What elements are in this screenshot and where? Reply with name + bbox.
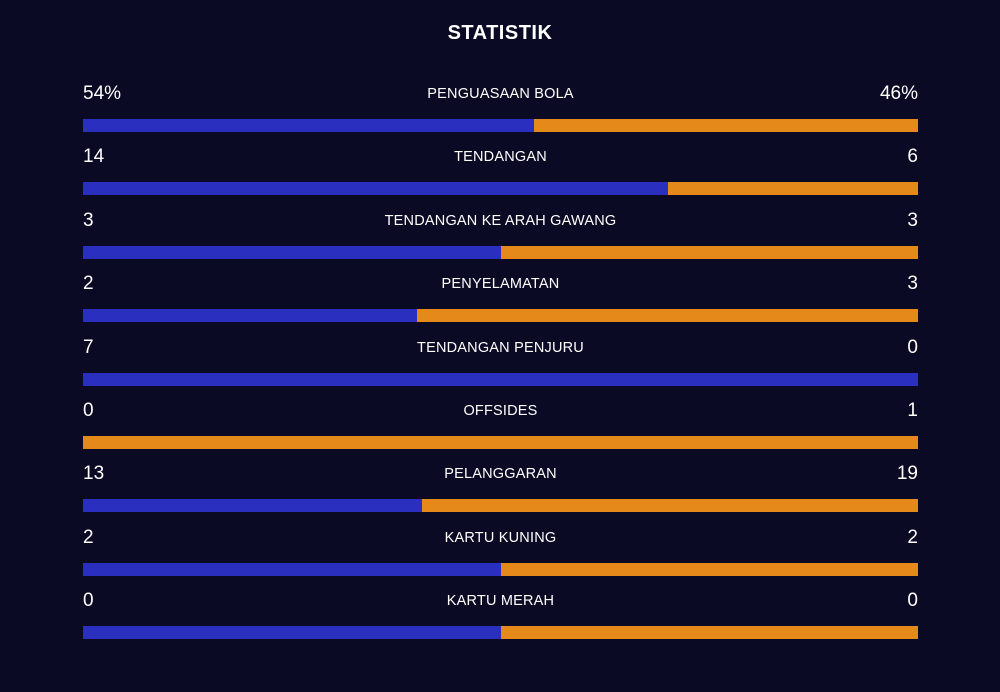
stat-bar — [83, 626, 918, 640]
stat-header: 14 TENDANGAN 6 — [83, 143, 918, 171]
away-bar-fill — [500, 245, 918, 259]
away-bar-fill — [83, 435, 918, 449]
away-value: 19 — [896, 463, 918, 485]
stat-bar — [83, 562, 918, 576]
stat-bar — [83, 499, 918, 513]
away-value: 3 — [907, 273, 918, 295]
stat-header: 2 KARTU KUNING 2 — [83, 524, 918, 552]
home-bar-fill — [83, 499, 423, 513]
stat-label: PENYELAMATAN — [441, 276, 560, 293]
stat-row: 3 TENDANGAN KE ARAH GAWANG 3 — [83, 207, 918, 270]
home-value: 13 — [83, 463, 105, 485]
home-bar-fill — [83, 245, 501, 259]
stat-row: 0 KARTU MERAH 0 — [83, 587, 918, 650]
stat-label: KARTU MERAH — [446, 593, 555, 610]
home-value: 0 — [83, 590, 94, 612]
away-bar-fill — [500, 626, 918, 640]
stat-label: TENDANGAN KE ARAH GAWANG — [384, 212, 617, 229]
home-bar-fill — [83, 182, 668, 196]
stat-label: PENGUASAAN BOLA — [427, 86, 574, 102]
away-value: 3 — [907, 209, 918, 231]
home-value: 2 — [83, 273, 94, 295]
home-value: 14 — [83, 146, 105, 168]
stat-label: OFFSIDES — [463, 402, 538, 419]
away-bar-fill — [667, 182, 918, 196]
stat-row: 2 KARTU KUNING 2 — [83, 524, 918, 587]
stat-header: 2 PENYELAMATAN 3 — [83, 270, 918, 298]
stat-bar — [83, 435, 918, 449]
stat-header: 13 PELANGGARAN 19 — [83, 460, 918, 488]
stat-row: 13 PELANGGARAN 19 — [83, 460, 918, 523]
stat-header: 7 TENDANGAN PENJURU 0 — [83, 334, 918, 362]
stat-header: 0 KARTU MERAH 0 — [83, 587, 918, 615]
home-value: 3 — [83, 209, 94, 231]
away-value: 1 — [907, 399, 918, 421]
stat-row: 2 PENYELAMATAN 3 — [83, 270, 918, 333]
stat-row: 7 TENDANGAN PENJURU 0 — [83, 334, 918, 397]
home-bar-fill — [83, 626, 501, 640]
away-value: 0 — [907, 590, 918, 612]
stat-bar — [83, 372, 918, 386]
home-value: 54% — [83, 83, 122, 104]
away-value: 0 — [907, 336, 918, 358]
home-bar-fill — [83, 309, 417, 323]
away-value: 46% — [879, 83, 918, 104]
stats-title: STATISTIK — [447, 22, 553, 44]
away-bar-fill — [533, 119, 918, 132]
stat-label: PELANGGARAN — [444, 466, 557, 483]
away-value: 2 — [907, 526, 918, 548]
home-bar-fill — [83, 119, 534, 132]
away-value: 6 — [907, 146, 918, 168]
stat-row: 14 TENDANGAN 6 — [83, 143, 918, 206]
stat-bar — [83, 309, 918, 323]
stat-row: 0 OFFSIDES 1 — [83, 397, 918, 460]
stat-bar — [83, 245, 918, 259]
away-bar-fill — [422, 499, 918, 513]
stat-label: KARTU KUNING — [444, 529, 557, 546]
away-bar-fill — [500, 562, 918, 576]
stat-label: TENDANGAN PENJURU — [417, 339, 584, 356]
stat-bar — [83, 119, 918, 132]
home-value: 0 — [83, 399, 94, 421]
stat-bar — [83, 182, 918, 196]
away-bar-fill — [417, 309, 918, 323]
home-bar-fill — [83, 372, 918, 386]
stat-header: 0 OFFSIDES 1 — [83, 397, 918, 425]
home-value: 7 — [83, 336, 94, 358]
home-value: 2 — [83, 526, 94, 548]
stats-list: 54% PENGUASAAN BOLA 46% 14 TENDANGAN 6 3 TENDAN… — [83, 80, 918, 651]
stat-header: 3 TENDANGAN KE ARAH GAWANG 3 — [83, 207, 918, 235]
stat-header: 54% PENGUASAAN BOLA 46% — [83, 80, 918, 108]
stat-label: TENDANGAN — [454, 149, 547, 166]
home-bar-fill — [83, 562, 501, 576]
stat-row: 54% PENGUASAAN BOLA 46% — [83, 80, 918, 143]
